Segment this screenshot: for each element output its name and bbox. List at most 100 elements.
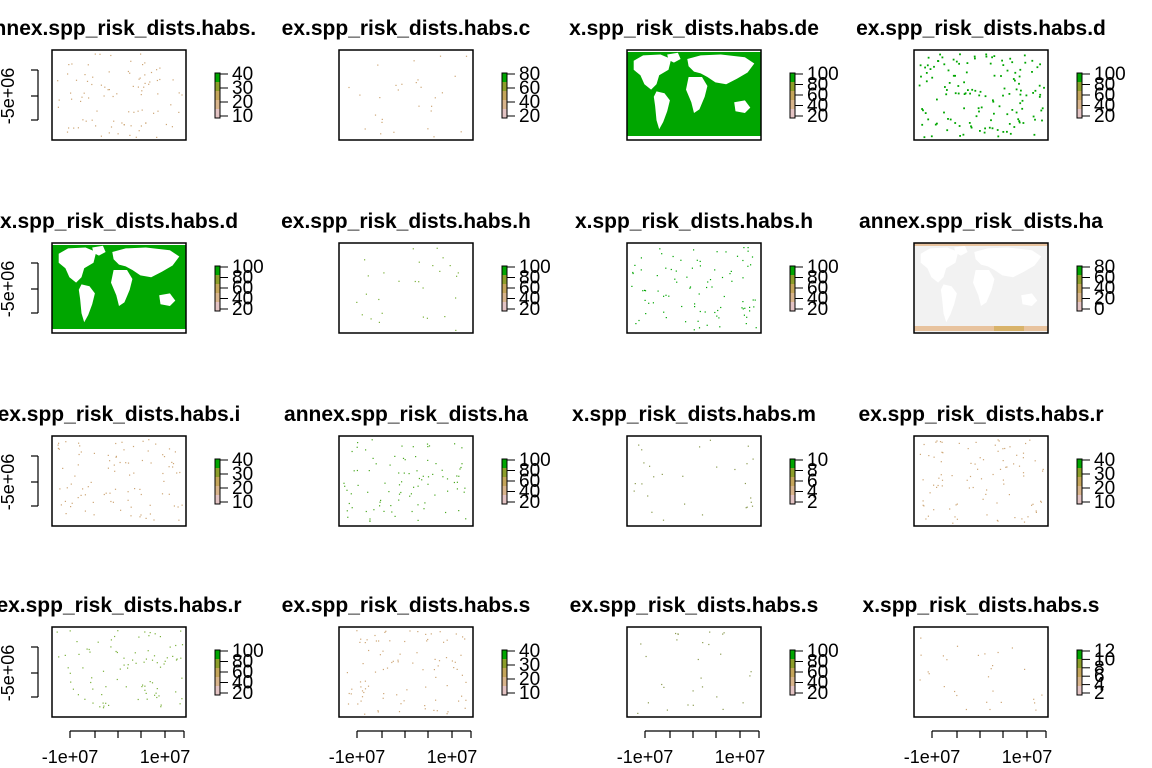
legend-swatch xyxy=(215,266,220,276)
x-tick-label: 1e+07 xyxy=(715,747,766,767)
raster-cell xyxy=(709,439,711,441)
raster-cell xyxy=(130,515,132,517)
raster-cell xyxy=(938,477,940,479)
raster-cell xyxy=(949,508,951,510)
raster-cell xyxy=(716,315,718,317)
raster-cell xyxy=(699,265,701,267)
raster-cell xyxy=(426,640,428,642)
raster-cell xyxy=(360,686,362,688)
raster-cell xyxy=(351,688,353,690)
legend-swatch xyxy=(502,266,507,276)
raster-cell xyxy=(956,518,958,520)
legend-swatch xyxy=(790,686,795,696)
raster-cell xyxy=(718,317,720,319)
land-mask xyxy=(1021,293,1038,306)
legend-bar-frame xyxy=(214,458,221,505)
raster-cell xyxy=(647,495,649,497)
raster-cell xyxy=(107,89,109,91)
raster-cell xyxy=(458,510,460,512)
x-tick-label: -1e+07 xyxy=(42,747,99,767)
plot-content xyxy=(631,247,757,331)
legend-tick-label: 20 xyxy=(807,106,828,127)
raster-cell xyxy=(100,84,102,86)
raster-cell xyxy=(427,128,429,130)
raster-cell xyxy=(154,633,156,635)
raster-cell xyxy=(997,520,999,522)
raster-cell xyxy=(722,708,724,710)
legend-swatch xyxy=(1077,468,1082,478)
raster-cell xyxy=(178,92,180,94)
raster-cell xyxy=(382,650,384,652)
raster-cell xyxy=(1003,87,1006,90)
raster-cell xyxy=(937,60,939,62)
raster-cell xyxy=(377,64,379,66)
raster-cell xyxy=(123,124,125,126)
raster-cell xyxy=(729,273,731,275)
x-tick-label: 1e+07 xyxy=(427,747,478,767)
legend-tick-label: 60 xyxy=(807,278,828,299)
raster-cell xyxy=(1042,468,1044,470)
raster-cell xyxy=(942,655,944,657)
raster-cell xyxy=(172,463,175,465)
raster-cell xyxy=(456,481,458,483)
raster-cell xyxy=(93,452,95,454)
raster-cell xyxy=(104,86,106,88)
raster-cell xyxy=(954,92,957,95)
plot-content xyxy=(914,243,1048,333)
raster-cell xyxy=(742,277,744,279)
raster-cell xyxy=(947,69,950,72)
raster-cell xyxy=(350,693,352,695)
legend-swatch xyxy=(502,100,507,110)
raster-cell xyxy=(363,691,365,694)
raster-cell xyxy=(58,442,60,444)
raster-cell xyxy=(123,449,125,451)
raster-cell xyxy=(709,279,712,281)
panel-title: x.spp_risk_dists.habs.h xyxy=(575,210,813,233)
raster-cell xyxy=(946,89,948,91)
raster-cell xyxy=(645,655,647,658)
legend-tick-label: 20 xyxy=(519,492,540,513)
raster-cell xyxy=(427,446,429,448)
raster-cell xyxy=(134,488,136,490)
legend-swatch xyxy=(502,293,507,303)
raster-cell xyxy=(127,462,130,464)
raster-cell xyxy=(364,713,366,715)
legend-tick-label: 80 xyxy=(807,652,828,673)
raster-cell xyxy=(156,136,158,138)
raster-cell xyxy=(925,72,928,74)
raster-cell xyxy=(94,53,96,55)
raster-cell xyxy=(59,488,61,490)
raster-cell xyxy=(372,457,374,459)
raster-cell xyxy=(1006,466,1008,468)
raster-cell xyxy=(675,632,677,635)
raster-cell xyxy=(741,307,743,309)
raster-cell xyxy=(731,280,733,282)
raster-cell xyxy=(418,261,420,263)
raster-cell xyxy=(367,685,370,687)
raster-cell xyxy=(958,125,961,127)
raster-cell xyxy=(999,468,1002,470)
legend-swatch xyxy=(215,686,220,696)
legend-swatch xyxy=(1077,686,1082,696)
panel-title: ex.spp_risk_dists.habs.c xyxy=(282,17,531,40)
raster-cell xyxy=(949,118,952,121)
raster-cell xyxy=(716,696,718,698)
raster-cell xyxy=(1004,447,1006,450)
raster-cell xyxy=(135,662,137,664)
raster-cell xyxy=(110,646,112,648)
raster-cell xyxy=(409,495,411,497)
raster-cell xyxy=(635,323,637,325)
legend-swatch xyxy=(1077,284,1082,294)
plot-frame xyxy=(626,242,762,334)
raster-cell xyxy=(84,698,86,700)
raster-cell xyxy=(984,127,986,130)
raster-cell xyxy=(943,686,945,688)
raster-cell xyxy=(125,686,127,688)
raster-cell xyxy=(1024,61,1027,64)
raster-cell xyxy=(169,646,171,648)
raster-cell xyxy=(113,120,115,122)
raster-cell xyxy=(645,313,647,315)
y-tick-label: -5e+06 xyxy=(0,454,18,511)
raster-cell xyxy=(147,650,149,652)
raster-cell xyxy=(379,654,381,656)
